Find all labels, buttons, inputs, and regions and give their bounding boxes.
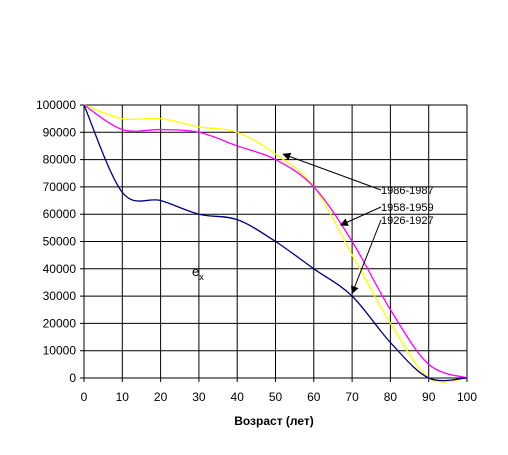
x-axis-label: Возраст (лет) [234,414,314,428]
x-tick-label: 50 [269,390,283,404]
y-tick-label: 70000 [43,180,77,194]
y-tick-label: 0 [69,371,76,385]
annotation-arrow-1958-1959 [339,206,382,226]
y-tick-label: 20000 [43,316,77,330]
series-line-1986-1987 [83,104,468,383]
x-tick-label: 0 [81,390,88,404]
x-tick-label: 80 [384,390,398,404]
x-tick-label: 100 [457,390,477,404]
x-tick-label: 20 [154,390,168,404]
y-tick-label: 10000 [43,344,77,358]
annotation-arrow-1926-1927 [351,219,382,295]
y-tick-label: 40000 [43,262,77,276]
x-tick-label: 90 [422,390,436,404]
x-tick-label: 70 [345,390,359,404]
x-tick-label: 40 [231,390,245,404]
series-line-1958-1959 [83,104,468,379]
series-line-1926-1927 [83,104,468,382]
y-tick-label: 30000 [43,289,77,303]
ex-label: ex [192,264,204,282]
annotation-label-1958-1959: 1958-1959 [381,202,434,214]
tick-labels: 0 10000 20000 30000 40000 50000 60000 70000 8000… [36,98,477,404]
y-tick-label: 90000 [43,125,77,139]
y-tick-label: 60000 [43,207,77,221]
y-tick-label: 100000 [36,98,76,112]
annotation-label-1986-1987: 1986-1987 [381,185,434,197]
x-tick-label: 60 [307,390,321,404]
x-tick-label: 10 [116,390,130,404]
annotation-arrow-1986-1987 [282,152,382,191]
series-lines [83,104,468,383]
y-tick-label: 50000 [43,235,77,249]
annotation-label-1926-1927: 1926-1927 [381,215,434,227]
x-tick-label: 30 [192,390,206,404]
y-tick-label: 80000 [43,153,77,167]
